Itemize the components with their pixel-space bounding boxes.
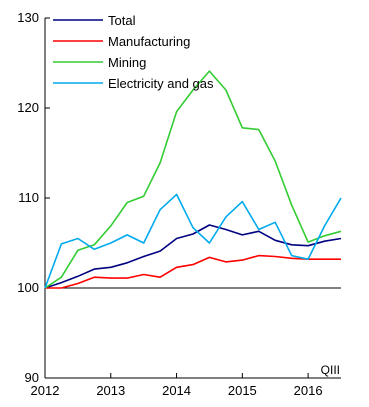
y-tick-label: 90 (25, 370, 39, 385)
legend-label: Total (108, 13, 136, 28)
axes: 90 100 110 120 130 2012 2013 2014 2015 2016 (17, 10, 341, 398)
y-tick-label: 120 (17, 100, 39, 115)
x-tick-label: 2016 (294, 383, 323, 398)
legend-label: Manufacturing (108, 34, 190, 49)
y-tick-label: 110 (18, 190, 39, 205)
legend-label: Mining (108, 55, 146, 70)
legend-label: Electricity and gas (108, 76, 214, 91)
x-tick-label: 2012 (31, 383, 60, 398)
legend: Total Manufacturing Mining Electricity and … (53, 13, 214, 91)
series-line-electricity-and-gas (44, 193, 342, 289)
x-tick-label: 2013 (96, 383, 125, 398)
series-lines (44, 70, 342, 289)
series-line-manufacturing (45, 254, 341, 289)
series-line-mining (44, 70, 342, 289)
series-line-total (44, 224, 342, 289)
y-tick-label: 100 (17, 280, 39, 295)
x-tick-label: 2015 (228, 383, 257, 398)
y-tick-label: 130 (17, 10, 39, 25)
period-annotation: QIII (321, 363, 340, 377)
x-tick-label: 2014 (162, 383, 191, 398)
